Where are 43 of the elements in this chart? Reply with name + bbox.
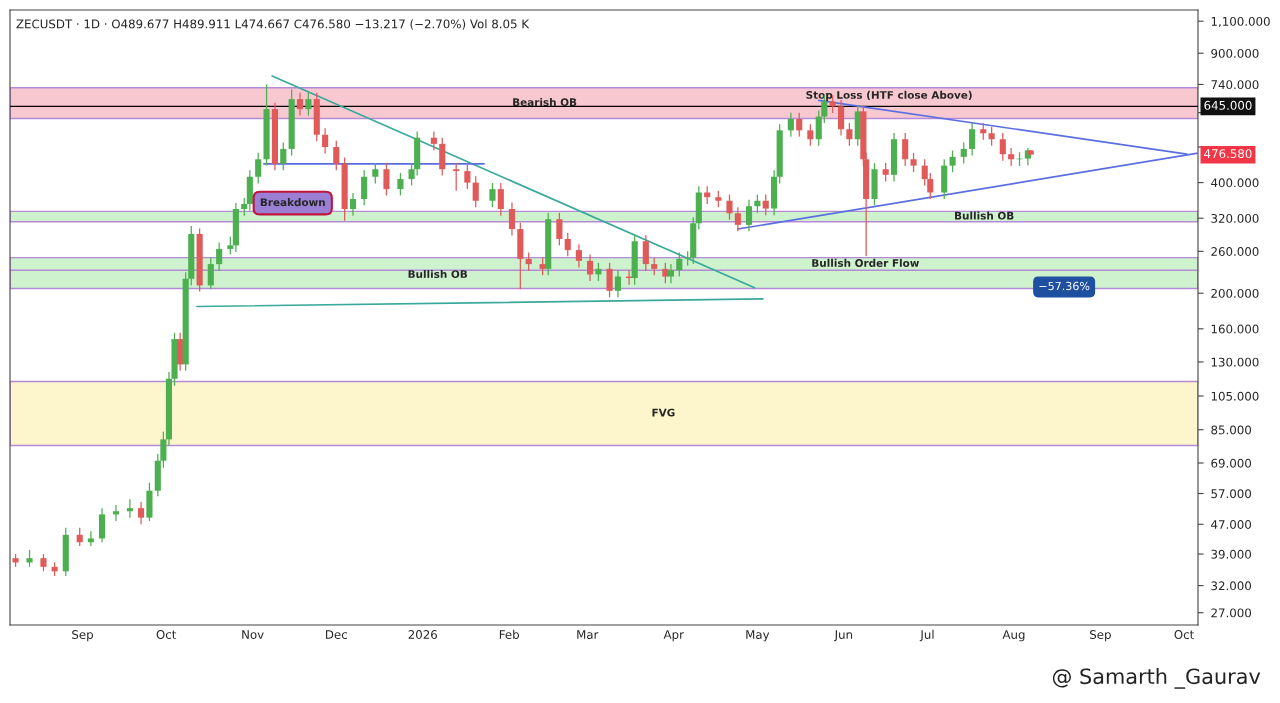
y-tick-label: 57.000 <box>1211 489 1252 499</box>
band-label: Bullish Order Flow <box>812 258 920 267</box>
text: @ Samarth _Gaurav <box>1052 668 1261 689</box>
x-tick-label: Aug <box>1002 630 1025 642</box>
x-tick-label: Sep <box>1090 630 1111 642</box>
x-tick-label: Oct <box>1174 630 1194 639</box>
y-tick-label: 1,100.000 <box>1211 16 1270 28</box>
y-tick-label: 105.000 <box>1211 391 1259 401</box>
y-tick-label: 32.000 <box>1211 581 1252 591</box>
y-tick-label: 47.000 <box>1211 520 1252 529</box>
y-tick-label: 27.000 <box>1211 608 1252 618</box>
annotation: Breakdown <box>260 198 325 207</box>
y-tick-label: 260.000 <box>1211 247 1259 256</box>
x-tick-label: Dec <box>326 630 347 639</box>
x-tick-label: Apr <box>663 630 684 642</box>
y-tick-label: 160.000 <box>1211 324 1259 334</box>
x-tick-label: Sep <box>72 630 93 642</box>
annotation: 476.580 <box>1204 149 1252 159</box>
x-tick-label: Jul <box>919 629 934 642</box>
x-tick-label: Nov <box>242 630 264 639</box>
y-tick-label: 900.000 <box>1211 48 1259 58</box>
y-tick-label: 400.000 <box>1211 178 1259 188</box>
annotation: 645.000 <box>1204 100 1252 110</box>
y-tick-label: 740.000 <box>1211 80 1259 90</box>
y-tick-label: 39.000 <box>1211 549 1252 559</box>
x-tick-label: Mar <box>577 630 599 639</box>
x-tick-label: Oct <box>156 630 177 639</box>
annotation: −57.36% <box>1039 281 1090 291</box>
x-tick-label: May <box>746 630 770 642</box>
y-tick-label: 85.000 <box>1211 425 1252 435</box>
annotation: ZECUSDT · 1D · O489.677 H489.911 L474.667 C476.580 −13.217 (−2.70%) Vol 8.05 K <box>16 19 530 30</box>
x-tick-label: 2026 <box>408 630 438 639</box>
band-label: Bullish OB <box>408 269 467 279</box>
band-label: Bullish OB <box>955 211 1014 220</box>
x-tick-label: Feb <box>499 629 519 639</box>
band-label: Bearish OB <box>513 98 577 107</box>
y-tick-label: 130.000 <box>1211 357 1259 367</box>
y-tick-label: 69.000 <box>1211 458 1252 468</box>
ref-line-label: Stop Loss (HTF close Above) <box>806 90 972 101</box>
y-tick-label: 200.000 <box>1211 288 1259 298</box>
y-tick-label: 320.000 <box>1211 213 1259 223</box>
band-label: FVG <box>652 408 675 417</box>
x-tick-label: Jun <box>834 630 853 642</box>
